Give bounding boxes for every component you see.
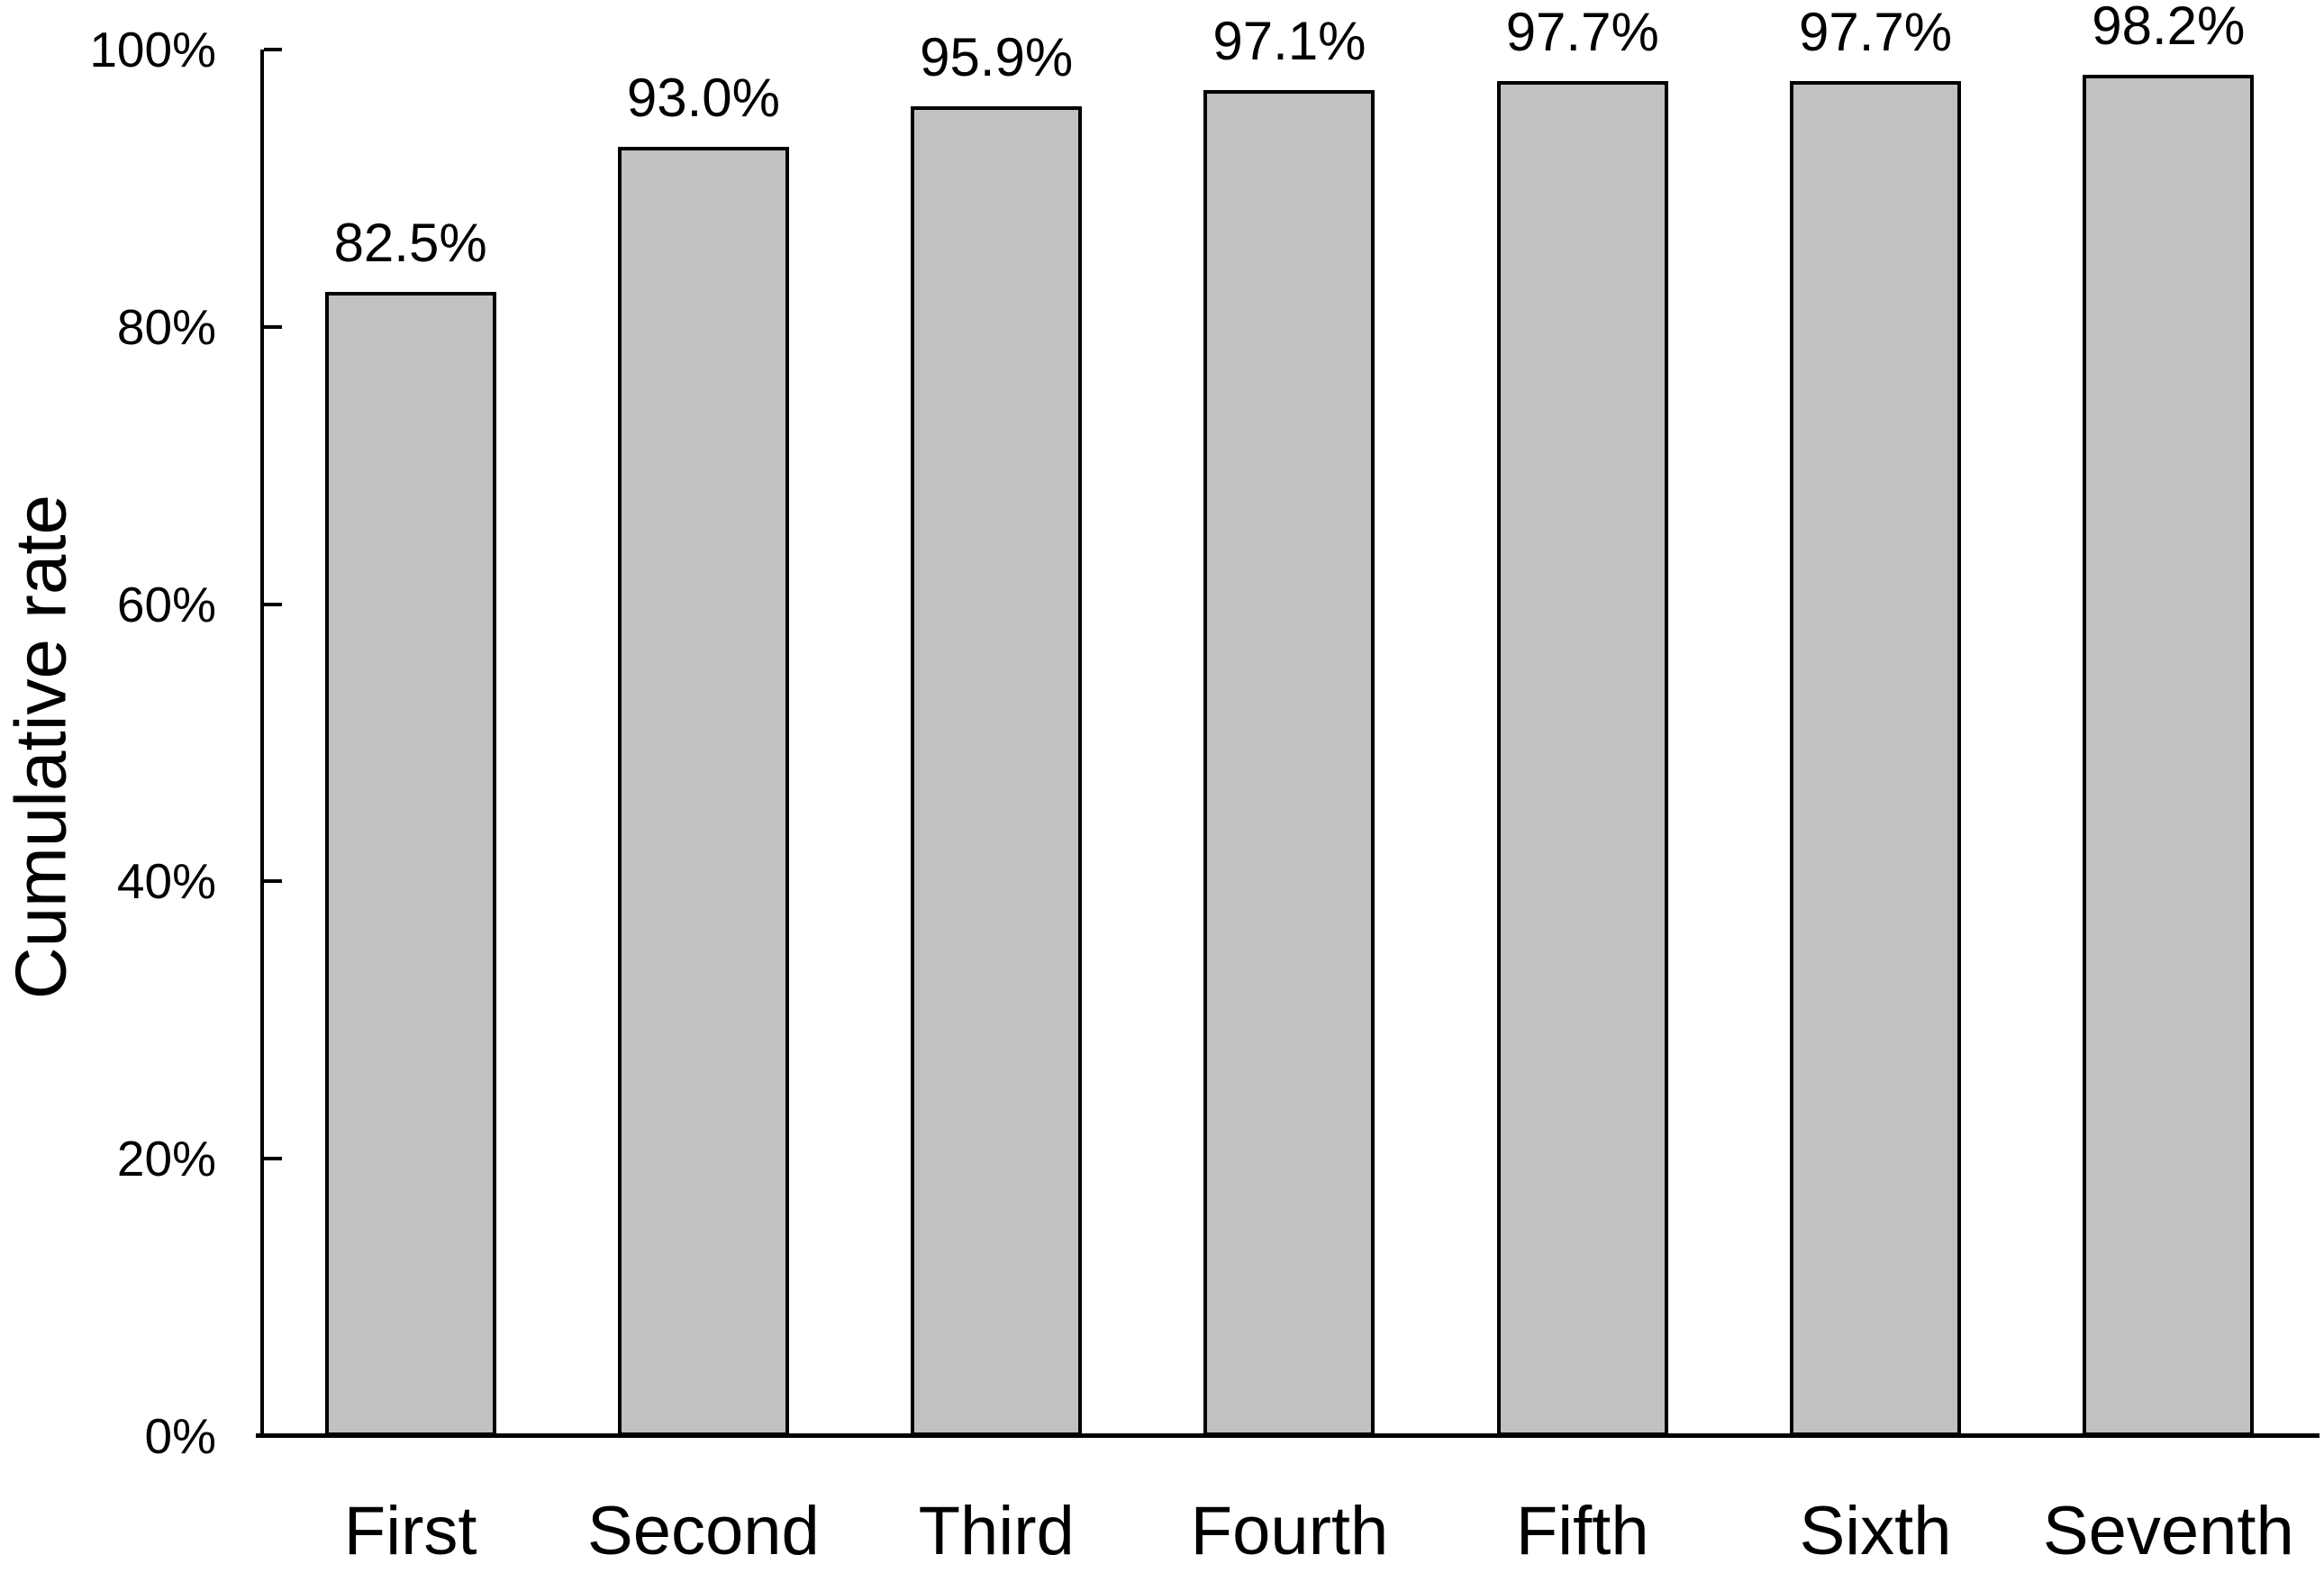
- y-tick-label: 0%: [144, 1408, 217, 1464]
- bar-value-label: 97.7%: [1798, 2, 1953, 62]
- bars-row: 82.5% 93.0% 95.9% 97.1% 97.7% 97.7% 98.2%: [264, 0, 2315, 1436]
- x-tick-label-first: First: [343, 1493, 477, 1569]
- y-tick-label: 40%: [116, 853, 216, 910]
- bar-value-label: 98.2%: [2092, 0, 2246, 56]
- bar-sixth: [1790, 81, 1962, 1436]
- bar-third: [911, 106, 1083, 1436]
- bar-slot: 93.0%: [557, 50, 849, 1436]
- bar-slot: 95.9%: [850, 29, 1143, 1436]
- y-tick-label: 100%: [89, 22, 216, 77]
- bar-value-label: 82.5%: [333, 213, 487, 273]
- plot-area: 82.5% 93.0% 95.9% 97.1% 97.7% 97.7% 98.2%: [256, 0, 2319, 1438]
- bar-slot: 82.5%: [264, 50, 557, 1436]
- bar-value-label: 97.1%: [1212, 11, 1366, 71]
- y-axis-line: [260, 50, 264, 1436]
- x-tick-label-sixth: Sixth: [1799, 1493, 1952, 1569]
- x-tick-label-fifth: Fifth: [1515, 1493, 1649, 1569]
- bar-value-label: 95.9%: [920, 27, 1074, 87]
- bar-slot: 97.1%: [1143, 13, 1436, 1436]
- bar-fourth: [1203, 90, 1375, 1436]
- y-axis-tick-labels: 0% 20% 40% 60% 80% 100%: [0, 22, 216, 1464]
- bar-seventh: [2083, 75, 2255, 1436]
- y-tick-mark: [264, 602, 282, 606]
- y-tick-label: 80%: [116, 298, 216, 355]
- bar-first: [324, 292, 496, 1436]
- y-tick-label: 20%: [116, 1131, 216, 1187]
- x-tick-label-second: Second: [587, 1493, 820, 1569]
- x-axis-line: [256, 1433, 2319, 1438]
- bar-slot: 97.7%: [1436, 4, 1729, 1436]
- y-tick-mark: [264, 1157, 282, 1161]
- x-tick-label-seventh: Seventh: [2042, 1493, 2294, 1569]
- x-axis-tick-labels: First Second Third Fourth Fifth Sixth Seventh: [264, 1494, 2315, 1569]
- bar-fifth: [1496, 81, 1668, 1436]
- bar-slot: 98.2%: [2022, 0, 2315, 1436]
- x-tick-label-fourth: Fourth: [1190, 1493, 1389, 1569]
- y-tick-mark: [264, 879, 282, 884]
- y-tick-label: 60%: [116, 576, 216, 632]
- y-tick-mark: [264, 324, 282, 329]
- y-tick-mark: [264, 48, 282, 51]
- bar-second: [617, 147, 789, 1436]
- x-tick-label-third: Third: [918, 1493, 1075, 1569]
- bar-value-label: 93.0%: [626, 68, 780, 128]
- bar-slot: 97.7%: [1729, 4, 2021, 1436]
- bar-value-label: 97.7%: [1505, 2, 1659, 62]
